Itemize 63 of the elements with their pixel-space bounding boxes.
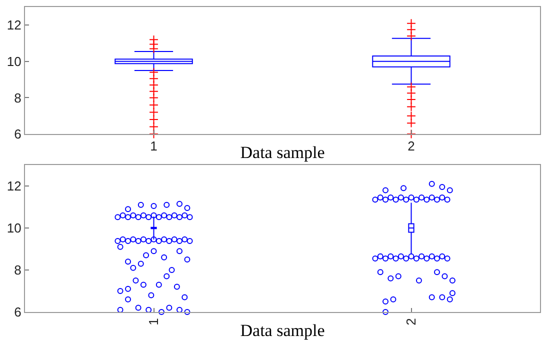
point	[442, 273, 448, 280]
point	[372, 196, 378, 203]
point	[390, 296, 396, 302]
point	[449, 290, 456, 296]
point	[446, 296, 453, 302]
point	[434, 255, 440, 262]
point	[377, 269, 384, 276]
y-tick-label: 12	[6, 18, 22, 33]
point	[377, 253, 384, 260]
point	[446, 187, 453, 194]
point	[444, 255, 450, 262]
point	[403, 255, 410, 262]
point	[395, 273, 402, 280]
point	[403, 196, 410, 203]
point	[449, 278, 456, 284]
point	[418, 194, 425, 201]
point	[382, 196, 388, 203]
x-axis-title: Data sample	[240, 321, 325, 340]
point	[416, 278, 422, 284]
point	[408, 253, 414, 260]
x-tick-label: 1	[150, 138, 158, 154]
point	[382, 255, 388, 262]
point	[392, 255, 399, 262]
point	[439, 194, 446, 201]
point	[428, 253, 435, 260]
point	[382, 187, 388, 194]
point	[424, 196, 430, 203]
point	[392, 196, 399, 203]
point	[428, 294, 435, 300]
point	[382, 309, 388, 315]
y-tick-label: 12	[6, 178, 22, 194]
point	[444, 196, 450, 203]
point	[434, 196, 440, 203]
point	[400, 185, 407, 192]
point	[372, 255, 378, 262]
point	[388, 253, 394, 260]
point	[398, 253, 404, 260]
point	[434, 269, 440, 276]
point	[408, 194, 414, 201]
x-tick-label: 1	[146, 318, 161, 326]
point	[398, 194, 404, 201]
point	[413, 196, 420, 203]
y-tick-label: 6	[14, 126, 22, 142]
y-tick-label: 8	[14, 90, 22, 106]
point	[439, 184, 446, 190]
point	[388, 194, 394, 201]
y-tick-label: 10	[6, 220, 22, 236]
y-tick-label: 10	[6, 54, 22, 69]
point	[428, 180, 435, 187]
point	[413, 255, 420, 262]
point	[382, 298, 388, 304]
x-axis-title: Data sample	[240, 143, 325, 162]
y-tick-label: 6	[14, 304, 22, 320]
y-tick-label: 8	[14, 262, 22, 278]
point	[439, 253, 446, 260]
point	[424, 255, 430, 262]
point	[418, 253, 425, 260]
x-tick-label: 2	[408, 138, 415, 154]
point	[388, 275, 394, 282]
point	[428, 194, 435, 201]
point	[439, 294, 446, 300]
point	[377, 194, 384, 201]
x-tick-label: 2	[403, 318, 418, 326]
